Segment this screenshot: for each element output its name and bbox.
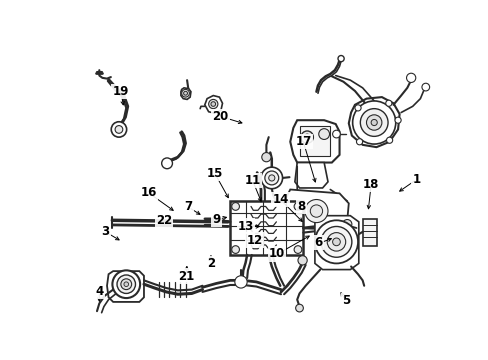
Text: 11: 11: [244, 174, 260, 187]
Text: 10: 10: [268, 247, 285, 260]
Text: 15: 15: [206, 167, 223, 180]
Polygon shape: [290, 120, 339, 163]
Circle shape: [406, 73, 415, 82]
Text: 1: 1: [411, 172, 420, 185]
Text: 12: 12: [246, 234, 262, 247]
Text: 8: 8: [297, 200, 305, 213]
Circle shape: [354, 105, 360, 111]
Text: 2: 2: [206, 257, 215, 270]
Text: 14: 14: [272, 193, 288, 206]
Circle shape: [360, 109, 387, 136]
Circle shape: [231, 246, 239, 253]
Circle shape: [295, 304, 303, 312]
Circle shape: [385, 100, 391, 106]
Text: 20: 20: [212, 110, 228, 123]
Circle shape: [386, 137, 392, 143]
Circle shape: [123, 282, 128, 287]
Circle shape: [421, 83, 429, 91]
Text: 9: 9: [212, 213, 221, 226]
Text: 19: 19: [112, 85, 129, 98]
Text: 3: 3: [102, 225, 109, 238]
Circle shape: [310, 205, 322, 217]
Circle shape: [305, 199, 327, 222]
Circle shape: [293, 203, 301, 210]
Circle shape: [183, 91, 187, 95]
Circle shape: [366, 115, 381, 130]
Circle shape: [297, 256, 306, 265]
Bar: [299, 126, 329, 156]
Circle shape: [370, 120, 377, 126]
Circle shape: [356, 139, 362, 145]
Circle shape: [112, 270, 140, 298]
Circle shape: [326, 233, 345, 251]
Text: 18: 18: [362, 178, 379, 191]
Text: 6: 6: [314, 236, 322, 249]
Circle shape: [318, 129, 329, 139]
Circle shape: [332, 130, 340, 138]
Circle shape: [268, 175, 274, 181]
Text: 17: 17: [295, 135, 311, 148]
Circle shape: [352, 101, 395, 144]
Text: 7: 7: [184, 200, 192, 213]
Polygon shape: [204, 95, 222, 113]
Circle shape: [261, 153, 270, 162]
Circle shape: [231, 203, 239, 210]
Text: 4: 4: [96, 285, 104, 298]
Circle shape: [394, 117, 400, 123]
Circle shape: [321, 226, 351, 257]
Circle shape: [121, 279, 131, 289]
Circle shape: [208, 99, 218, 109]
Circle shape: [182, 89, 189, 97]
Bar: [362, 219, 376, 246]
Circle shape: [261, 167, 282, 189]
Polygon shape: [294, 163, 327, 188]
Polygon shape: [107, 271, 143, 302]
Circle shape: [293, 246, 301, 253]
Circle shape: [304, 134, 310, 140]
Circle shape: [111, 122, 126, 137]
Circle shape: [337, 55, 344, 62]
Polygon shape: [281, 189, 348, 230]
Circle shape: [234, 276, 246, 288]
Text: 21: 21: [178, 270, 194, 283]
Polygon shape: [181, 88, 190, 99]
Text: 16: 16: [141, 186, 157, 199]
Polygon shape: [314, 216, 358, 270]
Circle shape: [314, 220, 357, 264]
Polygon shape: [348, 97, 399, 147]
Bar: [230, 201, 303, 255]
Circle shape: [210, 102, 215, 106]
Circle shape: [264, 171, 278, 185]
Circle shape: [342, 220, 351, 229]
Text: 5: 5: [342, 294, 350, 307]
Circle shape: [162, 158, 172, 169]
Text: 13: 13: [238, 220, 254, 233]
Circle shape: [117, 275, 135, 293]
Circle shape: [115, 126, 122, 133]
Circle shape: [332, 238, 340, 246]
Text: 22: 22: [156, 214, 172, 227]
Circle shape: [301, 131, 313, 143]
